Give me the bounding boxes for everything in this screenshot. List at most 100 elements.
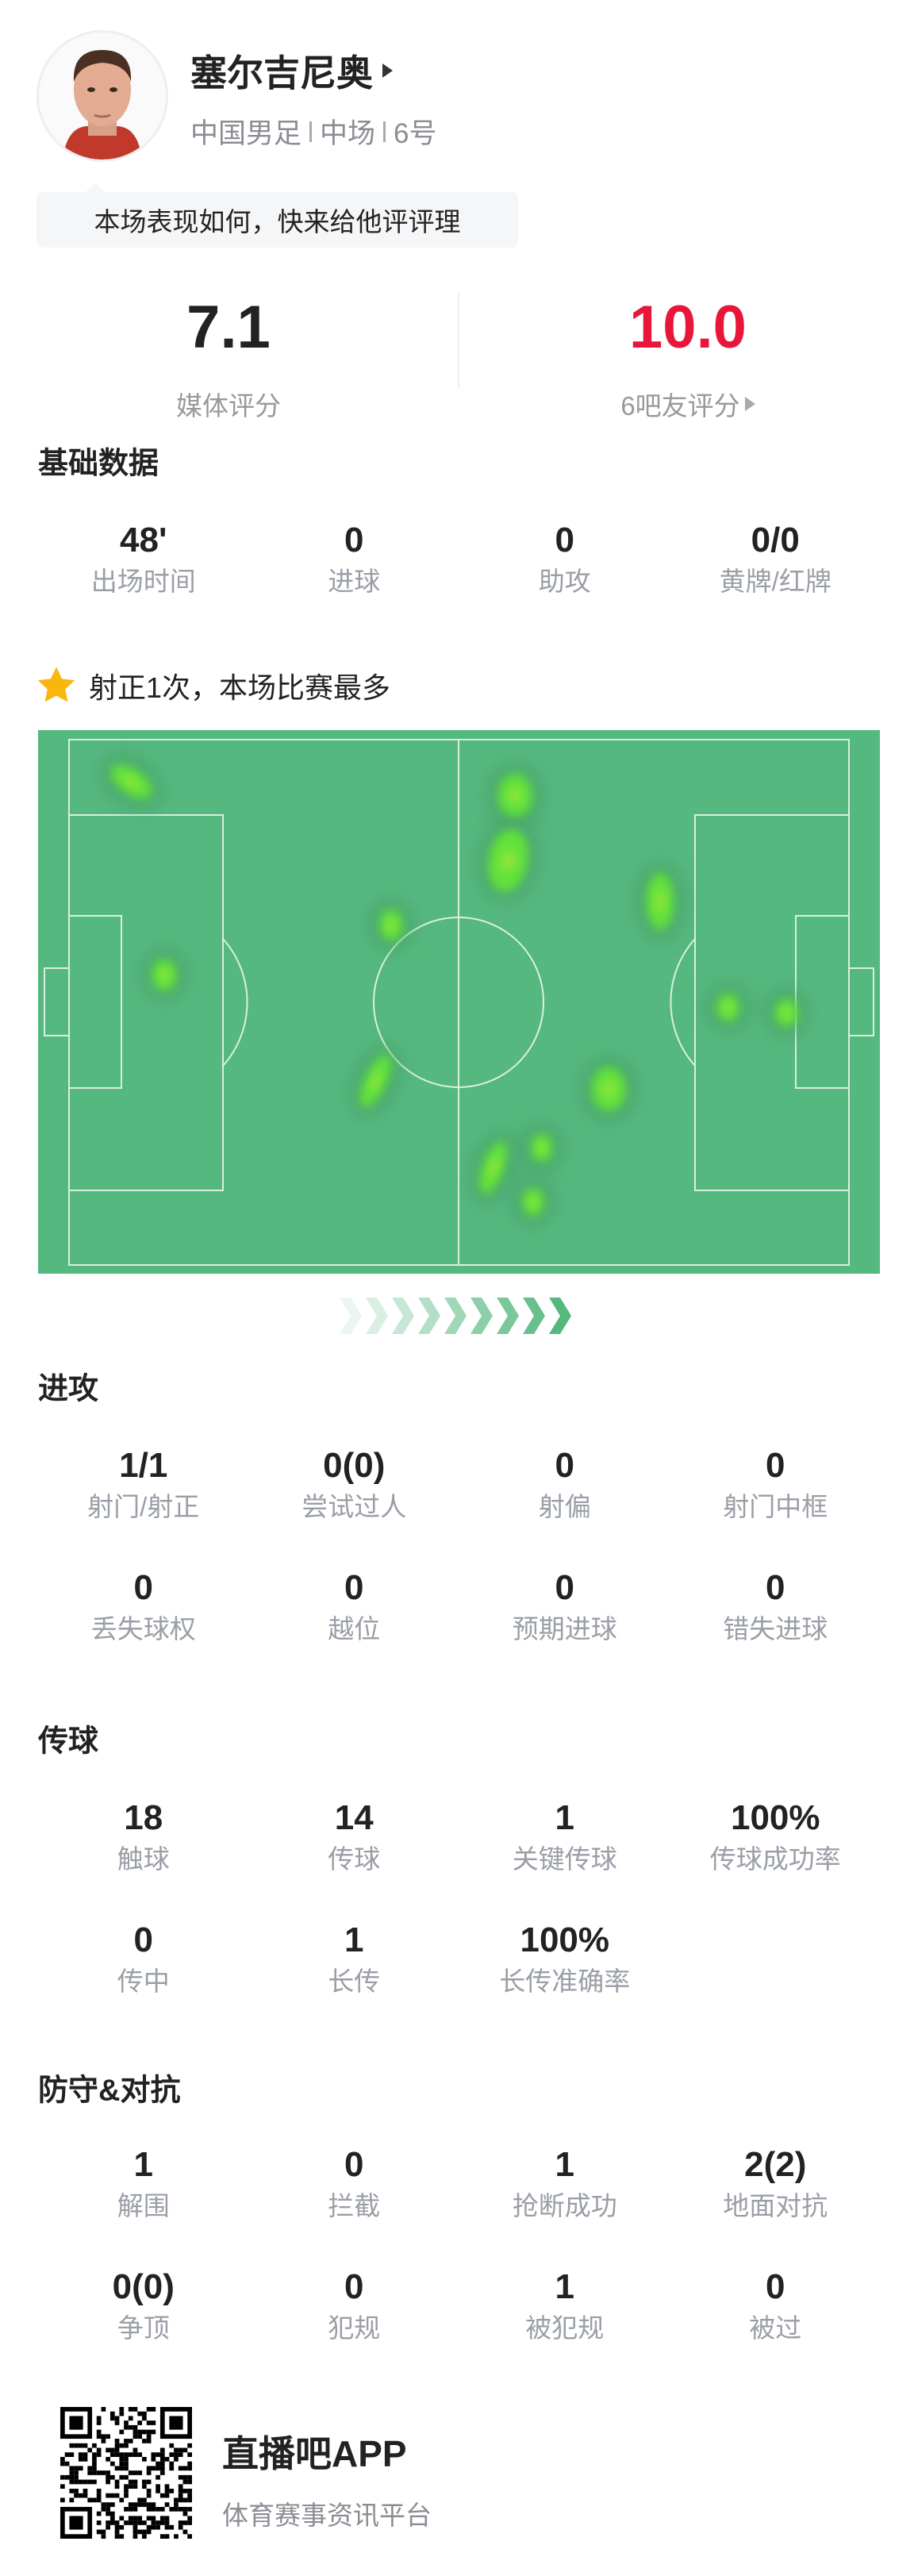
media-rating: 7.1 媒体评分 [109, 298, 348, 423]
defense-stats-grid: 1 解围 0 拦截 1 抢断成功 2(2) 地面对抗 0(0) 争顶 0 犯规 1 被犯规 0 被过 [38, 2144, 881, 2389]
stat-value: 18 [124, 1798, 163, 1837]
stat-passing-2: 1 关键传球 [459, 1797, 670, 1920]
rate-prompt-text: 本场表现如何，快来给他评评理 [94, 207, 461, 236]
stat-value: 0 [555, 1446, 574, 1485]
stat-label: 长传准确率 [499, 1967, 631, 1996]
stat-value: 0 [766, 2267, 785, 2306]
heatmap-point [636, 863, 685, 940]
stat-label: 拦截 [328, 2191, 381, 2220]
chevron-icon [549, 1298, 571, 1334]
stat-value: 1 [555, 1798, 574, 1837]
chevron-icon [470, 1298, 493, 1334]
chevron-icon [418, 1298, 440, 1334]
stat-defense-0: 1 解围 [38, 2144, 249, 2266]
stat-attack-5: 0 越位 [249, 1567, 460, 1690]
heatmap-point [520, 1124, 563, 1172]
player-avatar[interactable] [36, 30, 168, 162]
team-name: 中国男足 [190, 118, 302, 149]
chevron-icon [366, 1298, 388, 1334]
stat-value: 100% [730, 1798, 820, 1837]
star-icon [37, 667, 75, 702]
stat-label: 出场时间 [90, 567, 196, 596]
stat-label: 错失进球 [723, 1614, 828, 1644]
stat-value: 1/1 [119, 1446, 168, 1485]
heatmap-point [351, 1045, 401, 1117]
stat-attack-3: 0 射门中框 [670, 1445, 881, 1567]
stat-value: 0 [344, 1568, 364, 1607]
stat-label: 射门/射正 [87, 1492, 200, 1521]
stat-label: 抢断成功 [512, 2191, 617, 2220]
stat-label: 射偏 [538, 1492, 591, 1521]
stat-label: 争顶 [117, 2313, 170, 2343]
rating-divider [458, 293, 459, 389]
stat-value: 0 [344, 521, 364, 559]
passing-stats-grid: 18 触球 14 传球 1 关键传球 100% 传球成功率 0 传中 1 长传 100% 长传准确率 [38, 1797, 881, 2042]
stat-value: 0(0) [112, 2267, 175, 2306]
stat-value: 0 [344, 2267, 364, 2306]
stat-label: 长传 [328, 1967, 381, 1996]
player-position: 中场 [320, 118, 376, 149]
stat-label: 传球成功率 [709, 1844, 841, 1874]
heatmap-point [369, 899, 413, 951]
stat-passing-6: 100% 长传准确率 [459, 1920, 670, 2042]
player-photo [39, 33, 166, 160]
stat-basic-0: 48' 出场时间 [38, 520, 249, 642]
stat-label: 犯规 [328, 2313, 381, 2343]
stat-label: 传中 [117, 1967, 170, 1996]
app-name: 直播吧APP [222, 2433, 407, 2474]
stat-passing-1: 14 传球 [249, 1797, 460, 1920]
stat-value: 48' [120, 521, 167, 559]
stat-attack-7: 0 错失进球 [670, 1567, 881, 1690]
player-number: 6号 [394, 118, 437, 149]
basic-stats-grid: 48' 出场时间 0 进球 0 助攻 0/0 黄牌/红牌 [38, 520, 881, 642]
stat-attack-2: 0 射偏 [459, 1445, 670, 1567]
stat-value: 1 [133, 2145, 153, 2184]
chevron-icon [392, 1298, 414, 1334]
stat-basic-2: 0 助攻 [459, 520, 670, 642]
chevron-icon [444, 1298, 467, 1334]
stat-value: 0 [766, 1446, 785, 1485]
stat-label: 触球 [117, 1844, 170, 1874]
stat-label: 丢失球权 [90, 1614, 196, 1644]
stat-value: 0 [555, 1568, 574, 1607]
stat-label: 关键传球 [512, 1844, 617, 1874]
fan-rating-value: 10.0 [629, 294, 747, 361]
stat-defense-7: 0 被过 [670, 2266, 881, 2389]
section-title-passing: 传球 [38, 1724, 99, 1759]
stat-passing-5: 1 长传 [249, 1920, 460, 2042]
fan-rating-label: 6吧友评分 [620, 391, 740, 421]
heatmap-point [488, 763, 543, 828]
stat-value: 1 [555, 2267, 574, 2306]
attack-direction-chevrons-icon [340, 1298, 571, 1334]
highlight-text: 射正1次，本场比赛最多 [89, 671, 391, 704]
app-tagline: 体育赛事资讯平台 [222, 2501, 432, 2530]
heatmap-point [141, 949, 186, 1001]
heatmap-point [582, 1057, 636, 1121]
stat-label: 传球 [328, 1844, 381, 1874]
rate-prompt-bubble[interactable]: 本场表现如何，快来给他评评理 [36, 183, 518, 248]
stat-attack-1: 0(0) 尝试过人 [249, 1445, 460, 1567]
stat-label: 尝试过人 [301, 1492, 407, 1521]
chevron-icon [497, 1298, 519, 1334]
stat-label: 进球 [328, 567, 381, 596]
separator [309, 121, 313, 142]
heatmap-point [706, 983, 750, 1032]
media-rating-label: 媒体评分 [176, 391, 281, 421]
stat-passing-4: 0 传中 [38, 1920, 249, 2042]
heatmap-point [765, 989, 808, 1037]
section-title-attack: 进攻 [38, 1372, 99, 1406]
stat-value: 2(2) [744, 2145, 807, 2184]
arrow-right-icon [382, 63, 393, 78]
fan-rating[interactable]: 10.0 6吧友评分 [569, 298, 807, 423]
separator [383, 121, 386, 142]
section-title-defense: 防守&对抗 [38, 2074, 181, 2108]
stat-defense-1: 0 拦截 [249, 2144, 460, 2266]
stat-label: 射门中框 [723, 1492, 828, 1521]
player-name-link[interactable]: 塞尔吉尼奥 [190, 44, 393, 97]
qr-code-icon [60, 2407, 192, 2539]
stat-label: 被过 [749, 2313, 802, 2343]
stat-value: 1 [344, 1920, 364, 1959]
stat-value: 14 [334, 1798, 374, 1837]
stat-value: 0 [555, 521, 574, 559]
stat-attack-6: 0 预期进球 [459, 1567, 670, 1690]
